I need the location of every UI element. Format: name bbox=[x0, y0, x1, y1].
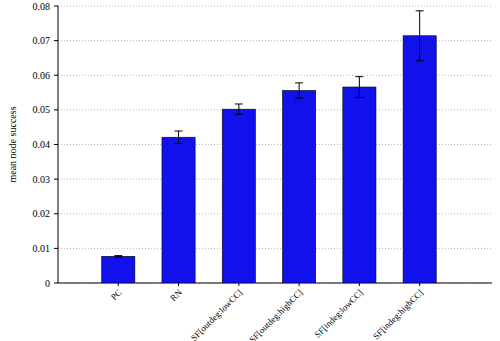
y-tick-label: 0.01 bbox=[33, 243, 51, 254]
error-cap bbox=[295, 98, 303, 99]
y-axis-label: mean node success bbox=[7, 106, 18, 182]
error-cap bbox=[235, 114, 243, 115]
y-tick-label: 0.06 bbox=[33, 70, 51, 81]
grid-line bbox=[58, 6, 492, 7]
bar bbox=[343, 87, 376, 283]
x-tick-label: SF[indeg:highCC] bbox=[371, 287, 425, 341]
error-cap bbox=[416, 60, 424, 61]
error-cap bbox=[355, 76, 363, 77]
error-cap bbox=[175, 130, 183, 131]
x-tick bbox=[238, 283, 239, 286]
bar bbox=[222, 109, 255, 283]
y-tick bbox=[54, 213, 58, 214]
bar bbox=[403, 36, 436, 283]
bar bbox=[162, 137, 195, 283]
x-tick bbox=[359, 283, 360, 286]
y-tick-label: 0.07 bbox=[33, 35, 51, 46]
y-tick-label: 0.08 bbox=[33, 1, 51, 12]
error-cap bbox=[355, 97, 363, 98]
y-tick bbox=[54, 40, 58, 41]
y-axis bbox=[58, 6, 59, 283]
y-tick bbox=[54, 6, 58, 7]
error-cap bbox=[235, 103, 243, 104]
y-tick bbox=[54, 179, 58, 180]
error-line bbox=[419, 11, 420, 61]
y-tick bbox=[54, 75, 58, 76]
y-tick-label: 0.05 bbox=[33, 104, 51, 115]
y-tick-label: 0.02 bbox=[33, 208, 51, 219]
x-tick-label: SF[outdeg:highCC] bbox=[247, 287, 304, 341]
chart-svg: 0 0.01 0.02 0.03 0.04 0.05 0.06 0.07 0.08 PC RN SF[… bbox=[0, 0, 500, 341]
bars bbox=[102, 11, 437, 283]
error-cap bbox=[175, 143, 183, 144]
y-tick bbox=[54, 109, 58, 110]
error-bar bbox=[114, 256, 122, 257]
error-line bbox=[238, 104, 239, 114]
y-tick bbox=[54, 248, 58, 249]
error-line bbox=[299, 83, 300, 98]
y-tick bbox=[54, 283, 58, 284]
error-bar bbox=[235, 104, 243, 114]
y-tick-label: 0.03 bbox=[33, 174, 51, 185]
y-tick-label: 0 bbox=[45, 278, 50, 289]
x-tick-label: SF[outdeg:lowCC] bbox=[189, 287, 245, 341]
error-bar bbox=[295, 83, 303, 98]
y-tick-label: 0.04 bbox=[33, 139, 51, 150]
error-bar bbox=[416, 11, 424, 61]
x-tick bbox=[178, 283, 179, 286]
chart: 0 0.01 0.02 0.03 0.04 0.05 0.06 0.07 0.08 PC RN SF[… bbox=[0, 0, 500, 341]
x-tick bbox=[419, 283, 420, 286]
x-tick bbox=[299, 283, 300, 286]
error-cap bbox=[416, 10, 424, 11]
error-cap bbox=[114, 255, 122, 256]
error-cap bbox=[114, 257, 122, 258]
x-tick-label: PC bbox=[109, 287, 124, 302]
error-line bbox=[359, 77, 360, 98]
x-tick bbox=[118, 283, 119, 286]
y-tick bbox=[54, 144, 58, 145]
bar bbox=[102, 256, 135, 283]
error-bar bbox=[175, 131, 183, 143]
bar bbox=[283, 90, 316, 283]
error-bar bbox=[355, 77, 363, 98]
x-tick-label: RN bbox=[168, 287, 184, 303]
x-tick-label: SF[indeg:lowCC] bbox=[312, 287, 364, 339]
error-line bbox=[178, 131, 179, 143]
error-cap bbox=[295, 82, 303, 83]
